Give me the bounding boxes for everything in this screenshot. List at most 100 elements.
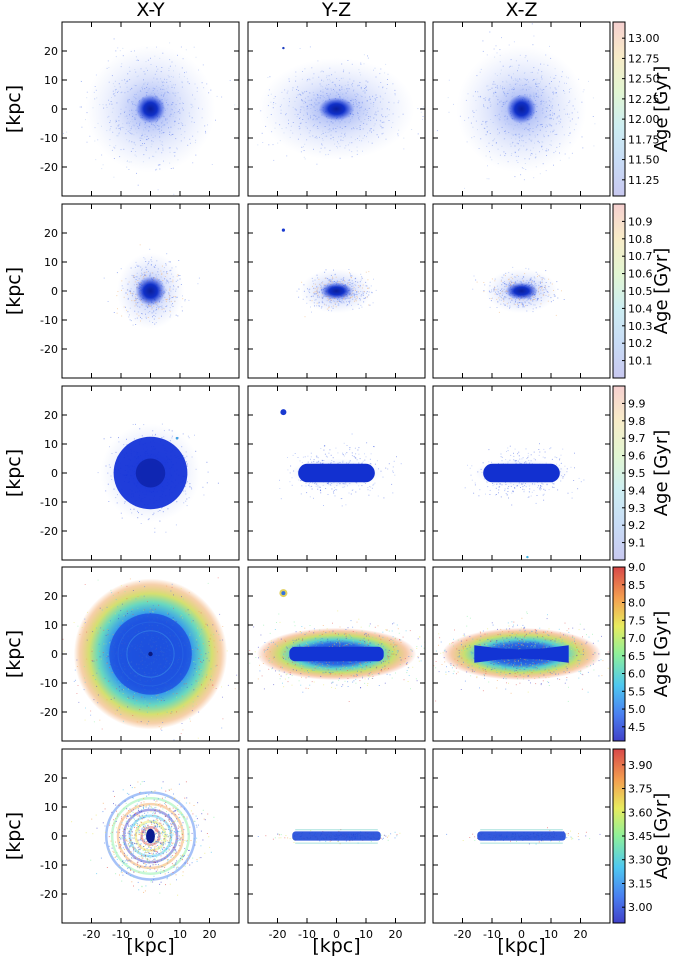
colorbar-tick-label: 6.5 — [628, 650, 646, 663]
colorbar-row-2: 10.1 10.2 10.3 10.4 10.5 10.6 10.7 10.8 10.9 Age … — [612, 203, 672, 379]
panel-r3-c2 — [247, 385, 426, 561]
particle-distribution — [436, 23, 596, 189]
panel-r2-c3 — [432, 203, 611, 379]
colorbar-tick-label: 9.4 — [628, 484, 646, 497]
colorbar-tick-label: 3.00 — [628, 901, 653, 914]
x-tick-label: 20 — [574, 928, 588, 941]
colorbar-tick-label: 9.2 — [628, 519, 646, 532]
particle-distribution — [257, 829, 401, 845]
x-tick-label: -10 — [483, 928, 501, 941]
y-tick-label: 0 — [51, 467, 58, 480]
particle-distribution — [62, 570, 239, 741]
y-tick-label: -20 — [40, 343, 58, 356]
panel-r2-c1 — [61, 203, 240, 379]
particle-distribution — [63, 38, 239, 195]
x-tick-label: -10 — [298, 928, 316, 941]
panel-r4-c2 — [247, 566, 426, 742]
y-tick-label: -10 — [40, 859, 58, 872]
colorbar-tick-label: 12.25 — [628, 93, 660, 106]
y-tick-label: -20 — [40, 706, 58, 719]
particle-distribution — [257, 46, 424, 165]
colorbar-label: Age [Gyr] — [651, 66, 672, 153]
colorbar-label: Age [Gyr] — [651, 793, 672, 880]
particle-distribution — [103, 244, 200, 330]
colorbar-tick-label: 8.0 — [628, 597, 646, 610]
colorbar-tick-label: 3.45 — [628, 830, 653, 843]
colorbar-tick-label: 3.60 — [628, 806, 653, 819]
particle-distribution — [71, 781, 215, 896]
y-tick-label: -20 — [40, 161, 58, 174]
colorbar-tick-label: 10.1 — [628, 355, 653, 368]
colorbar-tick-label: 10.4 — [628, 302, 653, 315]
y-tick-label: 20 — [44, 772, 58, 785]
panel-r1-c3 — [432, 21, 611, 197]
colorbar-tick-label: 11.75 — [628, 133, 660, 146]
particle-distribution — [433, 611, 609, 702]
colorbar-tick-label: 10.3 — [628, 320, 653, 333]
colorbar-tick-label: 3.15 — [628, 877, 653, 890]
x-tick-label: -20 — [269, 928, 287, 941]
x-tick-label: 10 — [173, 928, 187, 941]
x-axis-label: [kpc] — [126, 935, 174, 957]
column-title-1: X-Y — [136, 0, 165, 21]
y-tick-label: 10 — [44, 619, 58, 632]
y-axis-label: [kpc] — [3, 449, 25, 497]
colorbar-tick-label: 9.0 — [628, 561, 646, 574]
colorbar-tick-label: 9.1 — [628, 537, 646, 550]
colorbar-tick-label: 9.7 — [628, 432, 646, 445]
colorbar-tick-label: 7.5 — [628, 614, 646, 627]
panel-r5-c3 — [432, 748, 611, 924]
colorbar-tick-label: 9.8 — [628, 415, 646, 428]
x-tick-label: -20 — [83, 928, 101, 941]
colorbar-tick-label: 12.00 — [628, 113, 660, 126]
colorbar-tick-label: 3.75 — [628, 783, 653, 796]
panel-r1-c2 — [247, 21, 426, 197]
y-tick-label: 0 — [51, 103, 58, 116]
colorbar-tick-label: 3.30 — [628, 854, 653, 867]
colorbar-tick-label: 10.2 — [628, 337, 653, 350]
colorbar-tick-label: 4.5 — [628, 721, 646, 734]
panel-r3-c3 — [432, 385, 611, 561]
x-tick-label: 20 — [389, 928, 403, 941]
colorbar-tick-label: 10.6 — [628, 268, 653, 281]
y-tick-label: 10 — [44, 256, 58, 269]
y-axis-label: [kpc] — [3, 267, 25, 315]
y-tick-label: 20 — [44, 45, 58, 58]
y-tick-label: -10 — [40, 132, 58, 145]
particle-distribution — [281, 228, 377, 318]
y-tick-label: 0 — [51, 830, 58, 843]
colorbar-tick-label: 10.9 — [628, 215, 653, 228]
y-tick-label: -10 — [40, 677, 58, 690]
colorbar-tick-label: 12.50 — [628, 73, 660, 86]
colorbar-tick-label: 5.0 — [628, 703, 646, 716]
colorbar-row-4: 4.5 5.0 5.5 6.0 6.5 7.0 7.5 8.0 8.5 9.0 Age [Gyr] — [612, 561, 672, 742]
particle-distribution — [446, 827, 601, 845]
y-tick-label: -10 — [40, 496, 58, 509]
y-axis-label: [kpc] — [3, 85, 25, 133]
panel-r4-c1 — [61, 566, 240, 742]
colorbar-tick-label: 11.50 — [628, 154, 660, 167]
colorbar-tick-label: 13.00 — [628, 32, 660, 45]
colorbar-tick-label: 8.5 — [628, 579, 646, 592]
y-tick-label: 20 — [44, 409, 58, 422]
y-tick-label: 20 — [44, 227, 58, 240]
y-tick-label: 10 — [44, 74, 58, 87]
panel-r1-c1 — [61, 21, 240, 197]
colorbar-row-1: 11.25 11.50 11.75 12.00 12.25 12.50 12.75 13.00… — [612, 21, 672, 197]
colorbar-label: Age [Gyr] — [651, 611, 672, 698]
colorbar-tick-label: 9.5 — [628, 467, 646, 480]
colorbar-tick-label: 11.25 — [628, 174, 660, 187]
panel-r5-c2 — [247, 748, 426, 924]
particle-distribution — [97, 423, 219, 533]
colorbar-tick-label: 10.5 — [628, 285, 653, 298]
colorbar-tick-label: 3.90 — [628, 759, 653, 772]
x-tick-label: 0 — [518, 928, 525, 941]
x-axis-label: [kpc] — [312, 935, 360, 957]
panel-r2-c2 — [247, 203, 426, 379]
y-tick-label: -20 — [40, 888, 58, 901]
x-tick-label: 0 — [147, 928, 154, 941]
colorbar-label: Age [Gyr] — [651, 430, 672, 517]
y-tick-label: -10 — [40, 314, 58, 327]
y-axis-label: [kpc] — [3, 812, 25, 860]
